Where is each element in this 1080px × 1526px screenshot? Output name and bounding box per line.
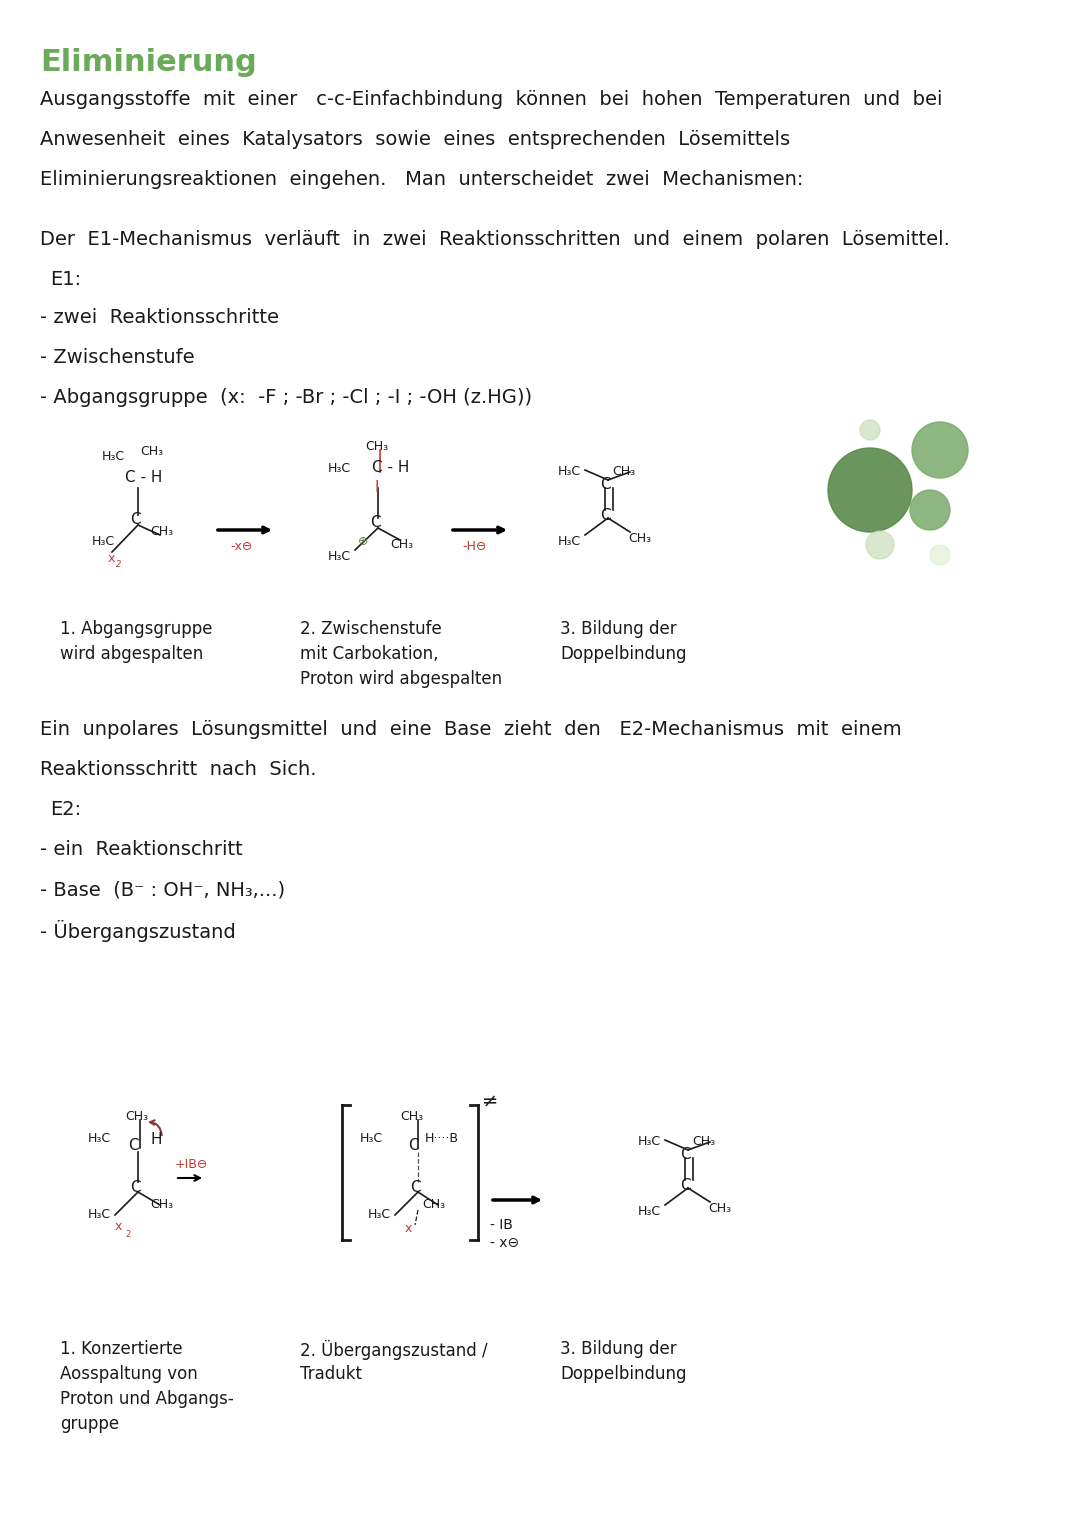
Text: +IB⊖: +IB⊖ — [175, 1158, 208, 1170]
FancyArrowPatch shape — [150, 1120, 162, 1135]
Text: CH₃: CH₃ — [390, 539, 414, 551]
Text: H₃C: H₃C — [102, 450, 125, 462]
Text: CH₃: CH₃ — [708, 1202, 731, 1215]
Circle shape — [910, 490, 950, 530]
Text: E2:: E2: — [50, 800, 81, 819]
Text: H····B: H····B — [426, 1132, 459, 1144]
Text: - IB: - IB — [490, 1218, 513, 1231]
Circle shape — [828, 449, 912, 533]
Text: C: C — [370, 514, 380, 530]
Text: H₃C: H₃C — [360, 1132, 383, 1144]
Text: - Übergangszustand: - Übergangszustand — [40, 920, 235, 942]
Text: C: C — [600, 508, 610, 523]
Text: H₃C: H₃C — [368, 1209, 391, 1221]
Text: 2. Zwischenstufe: 2. Zwischenstufe — [300, 620, 442, 638]
Text: 1. Abgangsgruppe: 1. Abgangsgruppe — [60, 620, 213, 638]
Text: H₃C: H₃C — [638, 1206, 661, 1218]
Text: CH₃: CH₃ — [612, 465, 635, 478]
Text: - Zwischenstufe: - Zwischenstufe — [40, 348, 194, 366]
Text: H₃C: H₃C — [558, 465, 581, 478]
Text: CH₃: CH₃ — [125, 1109, 148, 1123]
Text: H₃C: H₃C — [638, 1135, 661, 1148]
Text: H₃C: H₃C — [328, 462, 351, 475]
Text: wird abgespalten: wird abgespalten — [60, 645, 203, 662]
Text: C: C — [600, 478, 610, 491]
Text: - x⊖: - x⊖ — [490, 1236, 519, 1250]
Circle shape — [860, 420, 880, 439]
Text: Reaktionsschritt  nach  Sich.: Reaktionsschritt nach Sich. — [40, 760, 316, 778]
Text: C: C — [130, 1180, 140, 1195]
Text: x: x — [108, 552, 116, 565]
Text: Tradukt: Tradukt — [300, 1364, 362, 1383]
Text: H₃C: H₃C — [92, 536, 116, 548]
Text: Doppelbindung: Doppelbindung — [561, 645, 687, 662]
Text: C: C — [129, 1138, 138, 1154]
Text: 1. Konzertierte: 1. Konzertierte — [60, 1340, 183, 1358]
Text: mit Carbokation,: mit Carbokation, — [300, 645, 438, 662]
Text: E1:: E1: — [50, 270, 81, 288]
Text: Ausgangsstoffe  mit  einer   c-c-Einfachbindung  können  bei  hohen  Temperature: Ausgangsstoffe mit einer c-c-Einfachbind… — [40, 90, 943, 108]
Text: Eliminierung: Eliminierung — [40, 47, 257, 76]
Text: Der  E1-Mechanismus  verläuft  in  zwei  Reaktionsschritten  und  einem  polaren: Der E1-Mechanismus verläuft in zwei Reak… — [40, 230, 950, 249]
Text: C - H: C - H — [372, 459, 409, 475]
Text: H₃C: H₃C — [87, 1209, 111, 1221]
Text: H₃C: H₃C — [328, 549, 351, 563]
Text: H₃C: H₃C — [87, 1132, 111, 1144]
Text: CH₃: CH₃ — [627, 533, 651, 545]
Text: - Abgangsgruppe  (x:  -F ; -Br ; -Cl ; -I ; -OH (z.HG)): - Abgangsgruppe (x: -F ; -Br ; -Cl ; -I … — [40, 388, 532, 407]
Text: 3. Bildung der: 3. Bildung der — [561, 1340, 677, 1358]
Text: 2: 2 — [116, 560, 121, 569]
Text: C: C — [410, 1180, 420, 1195]
Text: C: C — [130, 513, 140, 526]
Text: C - H: C - H — [125, 470, 162, 485]
Text: Ein  unpolares  Lösungsmittel  und  eine  Base  zieht  den   E2-Mechanismus  mit: Ein unpolares Lösungsmittel und eine Bas… — [40, 720, 902, 739]
Text: ⊕: ⊕ — [357, 536, 368, 548]
Text: Anwesenheit  eines  Katalysators  sowie  eines  entsprechenden  Lösemittels: Anwesenheit eines Katalysators sowie ein… — [40, 130, 791, 150]
Text: 3. Bildung der: 3. Bildung der — [561, 620, 677, 638]
Text: CH₃: CH₃ — [150, 525, 173, 539]
Text: C: C — [680, 1178, 690, 1193]
Text: I: I — [375, 481, 379, 494]
Text: 2: 2 — [125, 1230, 131, 1239]
Text: - Base  (B⁻ : OH⁻, NH₃,...): - Base (B⁻ : OH⁻, NH₃,...) — [40, 881, 285, 899]
Text: 2. Übergangszustand /: 2. Übergangszustand / — [300, 1340, 488, 1360]
Circle shape — [912, 423, 968, 478]
Text: CH₃: CH₃ — [150, 1198, 173, 1212]
Text: CH₃: CH₃ — [422, 1198, 445, 1212]
Text: Proton wird abgespalten: Proton wird abgespalten — [300, 670, 502, 688]
Text: x: x — [405, 1222, 413, 1235]
Text: H: H — [150, 1132, 162, 1148]
Text: C: C — [408, 1138, 419, 1154]
Text: Eliminierungsreaktionen  eingehen.   Man  unterscheidet  zwei  Mechanismen:: Eliminierungsreaktionen eingehen. Man un… — [40, 169, 804, 189]
Text: CH₃: CH₃ — [140, 446, 163, 458]
Text: H₃C: H₃C — [558, 536, 581, 548]
Text: - ein  Reaktionschritt: - ein Reaktionschritt — [40, 839, 243, 859]
Text: -x⊖: -x⊖ — [230, 540, 253, 552]
Text: CH₃: CH₃ — [400, 1109, 423, 1123]
Text: Doppelbindung: Doppelbindung — [561, 1364, 687, 1383]
Text: Aosspaltung von: Aosspaltung von — [60, 1364, 198, 1383]
Text: - zwei  Reaktionsschritte: - zwei Reaktionsschritte — [40, 308, 279, 327]
Text: Proton und Abgangs-: Proton und Abgangs- — [60, 1390, 233, 1408]
Circle shape — [930, 545, 950, 565]
Circle shape — [866, 531, 894, 559]
Text: ≠: ≠ — [482, 1093, 498, 1111]
Text: C: C — [680, 1148, 690, 1161]
Text: -H⊖: -H⊖ — [462, 540, 486, 552]
Text: CH₃: CH₃ — [692, 1135, 715, 1148]
Text: x: x — [114, 1219, 122, 1233]
Text: CH₃: CH₃ — [365, 439, 388, 453]
Text: gruppe: gruppe — [60, 1415, 119, 1433]
